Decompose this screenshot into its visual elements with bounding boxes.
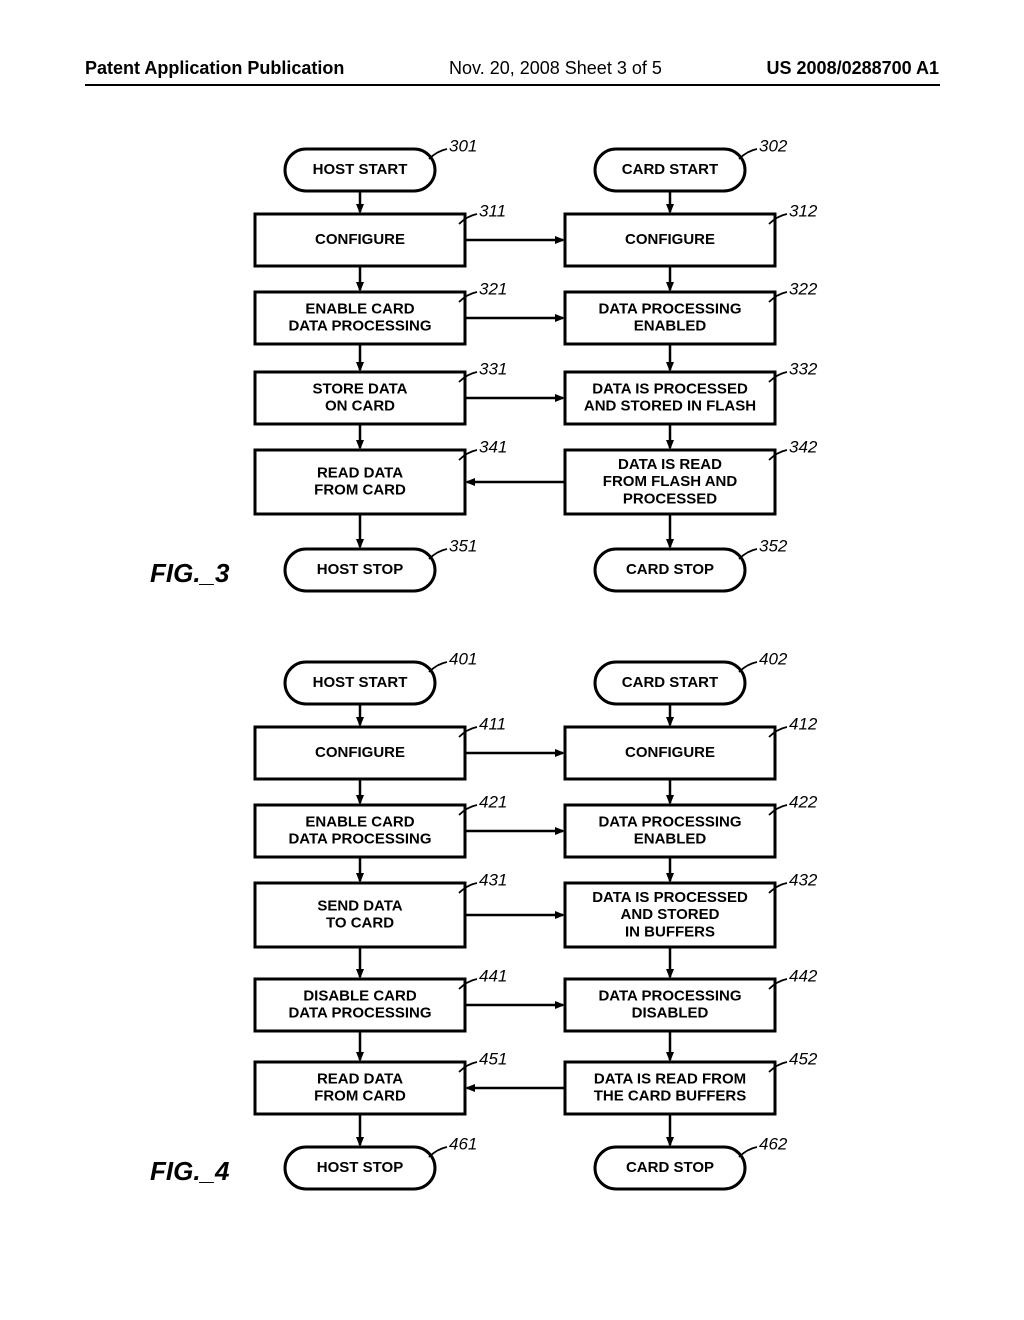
svg-text:CARD STOP: CARD STOP [626,1159,714,1176]
svg-text:HOST START: HOST START [313,161,408,178]
svg-text:322: 322 [789,279,818,298]
svg-text:DATA IS READFROM FLASH ANDPROC: DATA IS READFROM FLASH ANDPROCESSED [603,456,738,508]
svg-text:331: 331 [479,359,507,378]
svg-text:DATA IS READ FROMTHE CARD BUFF: DATA IS READ FROMTHE CARD BUFFERS [594,1070,747,1104]
svg-text:351: 351 [449,536,477,555]
fig4-label: FIG._4 [150,1156,229,1187]
svg-text:DATA PROCESSINGENABLED: DATA PROCESSINGENABLED [598,300,741,334]
svg-text:312: 312 [789,201,818,220]
svg-text:311: 311 [479,201,506,220]
svg-text:341: 341 [479,437,507,456]
svg-text:HOST STOP: HOST STOP [317,1159,403,1176]
svg-text:CARD START: CARD START [622,161,718,178]
svg-text:332: 332 [789,359,818,378]
svg-text:462: 462 [759,1134,788,1153]
svg-text:442: 442 [789,966,818,985]
svg-text:421: 421 [479,792,507,811]
svg-text:301: 301 [449,136,477,155]
svg-text:ENABLE CARDDATA PROCESSING: ENABLE CARDDATA PROCESSING [288,300,431,334]
svg-text:DISABLE CARDDATA PROCESSING: DISABLE CARDDATA PROCESSING [288,987,431,1021]
svg-text:STORE DATAON CARD: STORE DATAON CARD [312,380,407,414]
svg-text:451: 451 [479,1049,507,1068]
svg-text:DATA PROCESSINGENABLED: DATA PROCESSINGENABLED [598,813,741,847]
svg-text:CONFIGURE: CONFIGURE [625,744,715,761]
page: Patent Application Publication Nov. 20, … [0,0,1024,1320]
svg-text:401: 401 [449,649,477,668]
svg-text:CONFIGURE: CONFIGURE [625,231,715,248]
svg-text:302: 302 [759,136,788,155]
svg-text:431: 431 [479,870,507,889]
svg-text:ENABLE CARDDATA PROCESSING: ENABLE CARDDATA PROCESSING [288,813,431,847]
svg-text:CARD START: CARD START [622,674,718,691]
svg-text:CONFIGURE: CONFIGURE [315,744,405,761]
svg-text:DATA IS PROCESSEDAND STOREDIN: DATA IS PROCESSEDAND STOREDIN BUFFERS [592,889,748,941]
svg-text:411: 411 [479,714,506,733]
svg-text:SEND DATATO CARD: SEND DATATO CARD [317,897,402,931]
svg-text:HOST START: HOST START [313,674,408,691]
svg-text:READ DATAFROM CARD: READ DATAFROM CARD [314,1070,406,1104]
svg-text:402: 402 [759,649,788,668]
svg-text:352: 352 [759,536,788,555]
svg-text:461: 461 [449,1134,477,1153]
svg-text:432: 432 [789,870,818,889]
svg-text:441: 441 [479,966,507,985]
fig3-label: FIG._3 [150,558,229,589]
svg-text:CONFIGURE: CONFIGURE [315,231,405,248]
svg-text:321: 321 [479,279,507,298]
svg-text:422: 422 [789,792,818,811]
svg-text:342: 342 [789,437,818,456]
svg-text:452: 452 [789,1049,818,1068]
svg-text:READ DATAFROM CARD: READ DATAFROM CARD [314,464,406,498]
svg-text:DATA PROCESSINGDISABLED: DATA PROCESSINGDISABLED [598,987,741,1021]
svg-text:HOST STOP: HOST STOP [317,561,403,578]
svg-text:412: 412 [789,714,818,733]
flowchart-svg: HOST START CARD START 301 302 CONFIGURE CONFI… [0,0,1024,1320]
svg-text:DATA IS PROCESSEDAND STORED IN: DATA IS PROCESSEDAND STORED IN FLASH [584,380,756,414]
svg-text:CARD STOP: CARD STOP [626,561,714,578]
